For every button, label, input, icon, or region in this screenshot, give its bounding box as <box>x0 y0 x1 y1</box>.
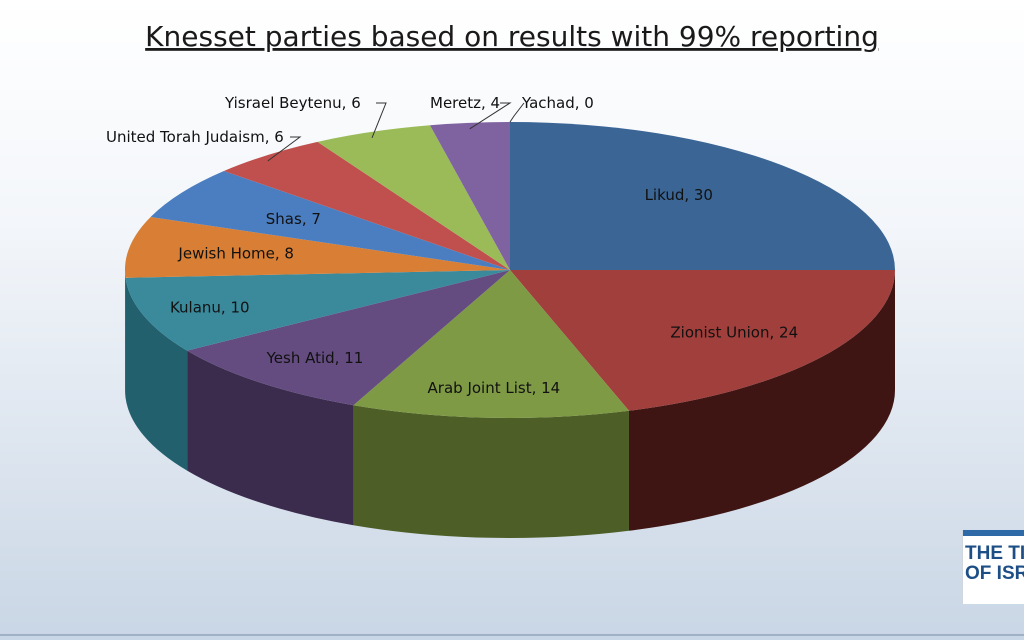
pie-slice-yisrael-beytenu-6 <box>317 125 510 270</box>
pie-slice-likud-30 <box>510 122 895 270</box>
pie-labels: Likud, 30 Zionist Union, 24 Arab Joint Lis… <box>106 94 798 397</box>
logo-line-1: THE TIMES <box>965 543 1024 564</box>
pie-slice-meretz-4 <box>429 122 510 270</box>
slice-label-shas-7: Shas, 7 <box>266 210 321 228</box>
chart-title: Knesset parties based on results with 99… <box>145 20 879 53</box>
pie-side-yesh-atid-11 <box>187 350 354 526</box>
pie-side-jewish-home-8 <box>125 270 126 398</box>
slice-label-yisrael-beytenu-6: Yisrael Beytenu, 6 <box>224 94 361 112</box>
slice-label-kulanu-10: Kulanu, 10 <box>170 299 250 317</box>
leader-line-yisrael-beytenu-6 <box>371 102 387 139</box>
publisher-logo: THE TIMES OF ISRAEL <box>962 530 1024 604</box>
slice-label-yesh-atid-11: Yesh Atid, 11 <box>266 349 364 367</box>
leader-line-yachad-0 <box>509 102 525 123</box>
pie-slice-kulanu-10 <box>125 270 511 351</box>
pie-sides <box>125 270 895 538</box>
logo-bar <box>963 530 1024 536</box>
slice-label-jewish-home-8: Jewish Home, 8 <box>177 244 294 262</box>
pie-side-arab-joint-list-14 <box>353 405 629 538</box>
slice-label-zionist-union-24: Zionist Union, 24 <box>670 324 798 342</box>
pie-slice-shas-7 <box>150 170 510 270</box>
slice-label-arab-joint-list-14: Arab Joint List, 14 <box>428 379 561 397</box>
pie-slice-yesh-atid-11 <box>187 270 511 406</box>
pie-slice-zionist-union-24 <box>510 270 895 411</box>
leader-line-meretz-4 <box>469 102 512 130</box>
pie-side-kulanu-10 <box>125 277 188 471</box>
logo-line-2: OF ISRAEL <box>965 563 1024 584</box>
pie-slice-jewish-home-8 <box>124 216 510 278</box>
pie-top <box>124 122 895 419</box>
pie-slice-united-torah-judaism-6 <box>223 141 511 270</box>
leader-line-united-torah-judaism-6 <box>267 136 302 162</box>
pie-side-zionist-union-24 <box>628 270 895 531</box>
pie-slice-arab-joint-list-14 <box>353 270 629 419</box>
slice-label-likud-30: Likud, 30 <box>645 186 713 204</box>
slice-label-yachad-0: Yachad, 0 <box>521 94 594 112</box>
bottom-rule <box>0 634 1024 636</box>
slice-label-meretz-4: Meretz, 4 <box>430 94 500 112</box>
slice-label-united-torah-judaism-6: United Torah Judaism, 6 <box>106 128 284 146</box>
